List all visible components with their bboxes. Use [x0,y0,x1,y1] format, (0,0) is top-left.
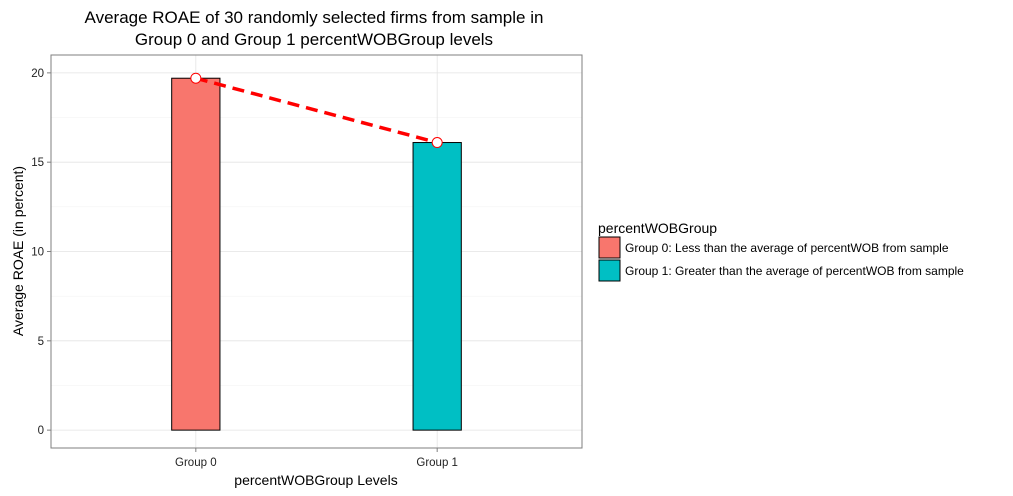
legend-swatch-1 [598,259,621,282]
trend-point-1 [431,137,443,149]
y-tick-label: 15 [31,157,44,169]
y-tick-label: 10 [31,247,44,259]
y-tick-label: 0 [38,425,44,437]
y-axis-title: Average ROAE (in percent) [10,166,26,336]
legend-swatch-0 [598,236,621,259]
bar-group-1 [412,142,462,431]
y-axis: 0 5 10 15 20 [31,68,51,437]
trend-line-path [195,76,438,145]
x-tick-label: Group 1 [416,457,458,469]
y-tick-label: 20 [31,68,44,80]
legend: percentWOBGroup Group 0: Less than the a… [598,220,964,282]
legend-title: percentWOBGroup [598,220,717,236]
x-axis: Group 0 Group 1 [175,448,458,469]
legend-label-0: Group 0: Less than the average of percen… [625,241,949,255]
trend-line [190,72,443,149]
bars [171,77,462,431]
legend-entries: Group 0: Less than the average of percen… [598,236,964,282]
chart-title-line2: Group 0 and Group 1 percentWOBGroup leve… [135,30,493,49]
chart-title-line1: Average ROAE of 30 randomly selected fir… [85,8,544,27]
trend-point-0 [190,72,202,84]
legend-label-1: Group 1: Greater than the average of per… [625,264,964,278]
x-tick-label: Group 0 [175,457,217,469]
x-axis-title: percentWOBGroup Levels [234,472,397,488]
bar-group-0 [171,77,221,431]
y-tick-label: 5 [38,336,44,348]
